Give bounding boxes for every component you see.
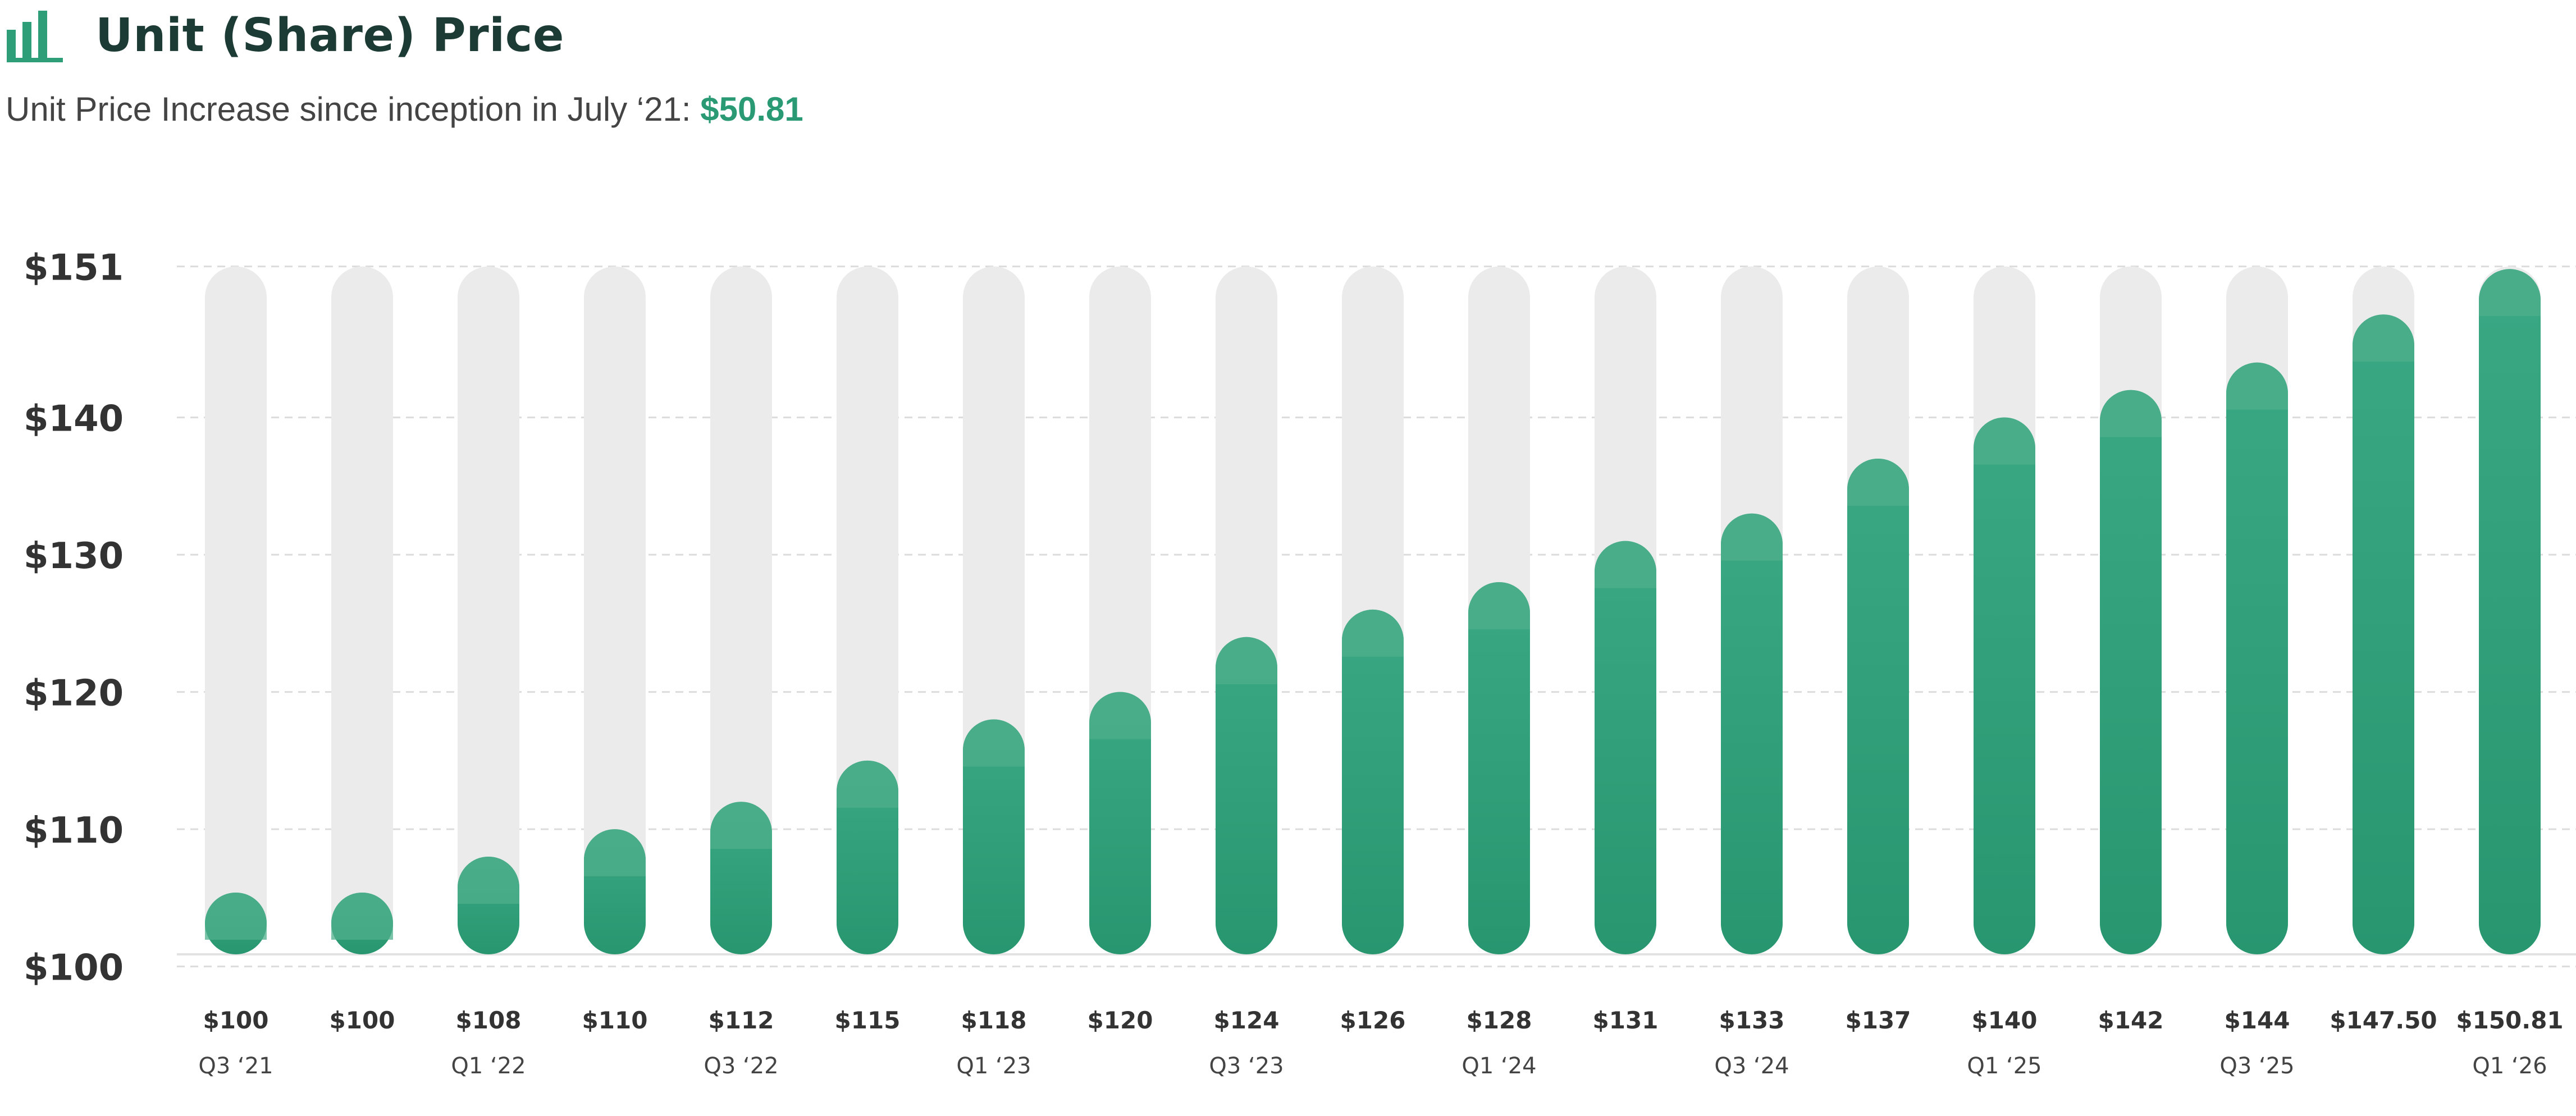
bar <box>1595 541 1656 954</box>
bar <box>2100 390 2162 954</box>
bar-value-label: $131 <box>1593 1007 1659 1034</box>
y-tick-label: $151 <box>24 248 124 289</box>
bar-value-label: $124 <box>1214 1007 1280 1034</box>
bar <box>1468 582 1530 954</box>
bar-track <box>205 266 267 954</box>
bar-cap <box>1089 692 1151 739</box>
bar-value-label: $100 <box>203 1007 269 1034</box>
bar-chart-icon <box>7 11 63 62</box>
bar-value-label: $120 <box>1088 1007 1153 1034</box>
bar <box>1342 609 1404 954</box>
bar-cap <box>1974 417 2035 465</box>
bars-layer <box>205 266 2541 954</box>
x-category-label: Q3 ‘22 <box>704 1053 778 1079</box>
bar-cap <box>458 857 519 904</box>
bar <box>1847 458 1909 954</box>
bar-value-label: $142 <box>2098 1007 2164 1034</box>
x-axis-labels: $100 Q3 ‘21 $100 $108 Q1 ‘22 $110 $112 Q3 ‘22 $1… <box>198 1007 2563 1079</box>
bar-cap <box>1595 541 1656 588</box>
bar-value-label: $150.81 <box>2456 1007 2563 1034</box>
y-tick-label: $120 <box>24 673 124 715</box>
x-category-label: Q1 ‘26 <box>2472 1053 2547 1079</box>
bar <box>837 760 898 954</box>
bar <box>1089 692 1151 954</box>
x-category-label: Q3 ‘24 <box>1714 1053 1789 1079</box>
bar-cap <box>1847 458 1909 506</box>
bar-cap <box>837 760 898 808</box>
bar <box>2353 314 2414 954</box>
bar-cap <box>2100 390 2162 437</box>
bar-cap <box>331 893 393 940</box>
bar-cap <box>2353 314 2414 362</box>
x-category-label: Q3 ‘23 <box>1209 1053 1284 1079</box>
bar-value-label: $112 <box>709 1007 774 1034</box>
bar-value-label: $137 <box>1846 1007 1911 1034</box>
bar-cap <box>584 829 646 877</box>
x-category-label: Q1 ‘22 <box>451 1053 526 1079</box>
bar-value-label: $144 <box>2225 1007 2290 1034</box>
y-tick-label: $110 <box>24 810 124 852</box>
bar-value-label: $140 <box>1972 1007 2038 1034</box>
chart-subtitle: Unit Price Increase since inception in J… <box>6 90 803 129</box>
bar-track <box>584 266 646 954</box>
x-category-label: Q3 ‘25 <box>2219 1053 2294 1079</box>
bar <box>963 719 1025 954</box>
x-category-label: Q1 ‘25 <box>1967 1053 2041 1079</box>
x-category-label: Q3 ‘21 <box>198 1053 273 1079</box>
bar-track <box>331 266 393 954</box>
bar <box>1974 417 2035 954</box>
subtitle-highlight-value: $50.81 <box>700 90 803 128</box>
bar-cap <box>1468 582 1530 629</box>
bar <box>2479 269 2541 954</box>
bar-cap <box>2226 362 2288 410</box>
bar-track <box>710 266 772 954</box>
bar-value-label: $133 <box>1719 1007 1785 1034</box>
bar-track <box>458 266 519 954</box>
bar-value-label: $110 <box>582 1007 648 1034</box>
x-category-label: Q1 ‘23 <box>956 1053 1031 1079</box>
bar-value-label: $126 <box>1340 1007 1406 1034</box>
subtitle-text: Unit Price Increase since inception in J… <box>6 90 701 128</box>
bar-cap <box>1721 513 1783 561</box>
y-tick-label: $100 <box>24 948 124 989</box>
bar-value-label: $115 <box>835 1007 901 1034</box>
y-tick-label: $140 <box>24 399 124 440</box>
bar-cap <box>1216 637 1277 684</box>
bar-cap <box>2479 269 2541 317</box>
bar-value-label: $100 <box>330 1007 395 1034</box>
bar-cap <box>205 893 267 940</box>
y-tick-label: $130 <box>24 536 124 577</box>
bar-cap <box>710 802 772 849</box>
bar-cap <box>1342 609 1404 657</box>
bar-value-label: $128 <box>1467 1007 1532 1034</box>
x-category-label: Q1 ‘24 <box>1461 1053 1536 1079</box>
bar-value-label: $118 <box>961 1007 1027 1034</box>
bar-cap <box>963 719 1025 767</box>
y-axis-ticks: $100 $110 $120 $130 $140 $151 <box>24 248 124 989</box>
bar-value-label: $147.50 <box>2330 1007 2437 1034</box>
page-title: Unit (Share) Price <box>95 8 565 62</box>
bar <box>1721 513 1783 954</box>
bar-value-label: $108 <box>456 1007 522 1034</box>
chart-header: Unit (Share) Price <box>7 4 564 66</box>
bar <box>1216 637 1277 954</box>
bar <box>2226 362 2288 954</box>
